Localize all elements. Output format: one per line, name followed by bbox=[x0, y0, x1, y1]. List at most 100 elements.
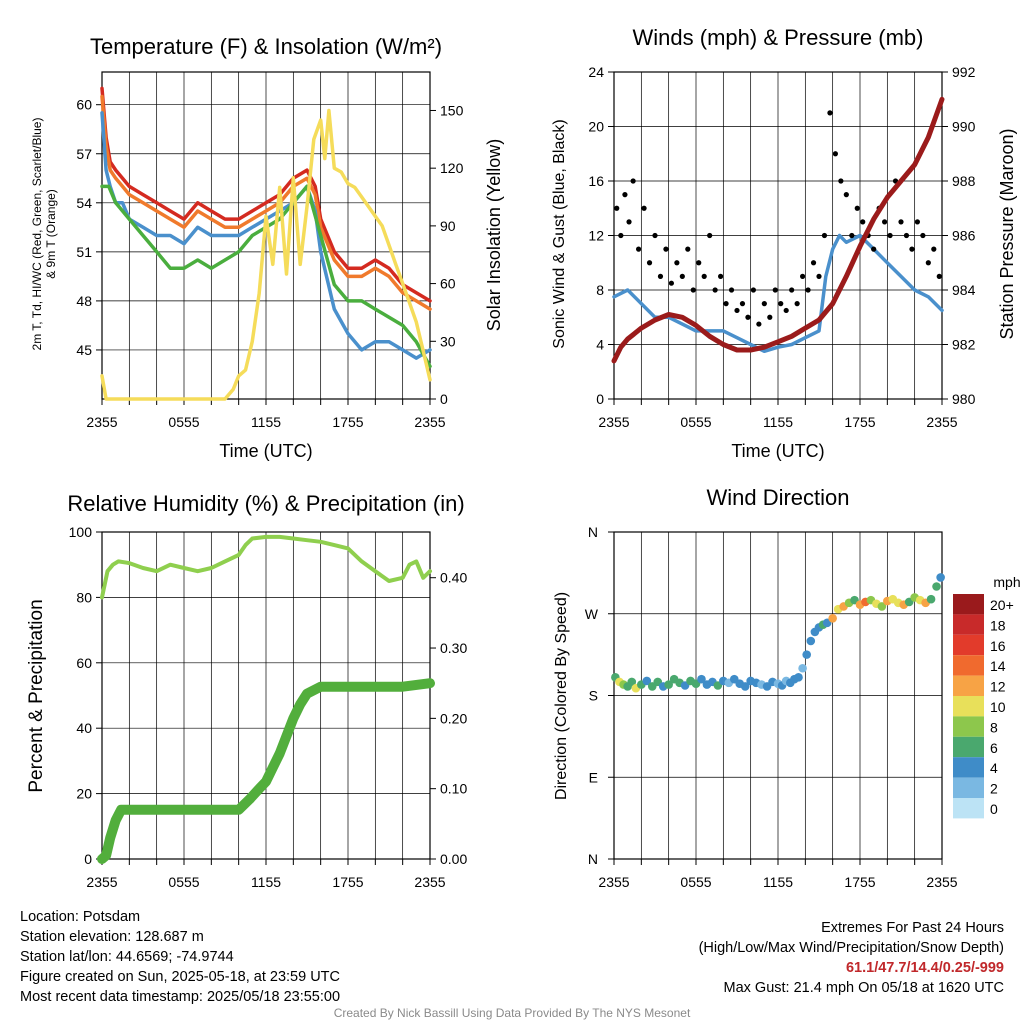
y-tick-label: 57 bbox=[76, 146, 92, 162]
station-elevation: Station elevation: 128.687 m bbox=[20, 929, 204, 945]
y-tick-label: 100 bbox=[69, 524, 93, 540]
legend-label: 16 bbox=[990, 638, 1006, 654]
gust-point bbox=[800, 273, 806, 279]
legend-swatch bbox=[953, 614, 984, 635]
legend-swatch bbox=[953, 736, 984, 758]
gust-point bbox=[925, 260, 931, 266]
y-tick-label: 12 bbox=[588, 228, 604, 244]
gust-point bbox=[931, 246, 937, 252]
gust-point bbox=[810, 260, 817, 266]
wind-direction-ylabel: Direction (Colored By Speed) bbox=[553, 592, 570, 800]
gust-point bbox=[838, 178, 844, 184]
legend-swatch bbox=[953, 634, 984, 656]
y2-tick-label: 988 bbox=[952, 173, 976, 189]
x-tick-label: 1155 bbox=[763, 874, 793, 890]
series-line-2m-t bbox=[100, 86, 432, 303]
x-tick-label: 1755 bbox=[844, 414, 875, 430]
humidity-ylabel-left: Percent & Precipitation bbox=[26, 599, 47, 792]
gust-point bbox=[920, 232, 926, 239]
legend-label: 18 bbox=[990, 617, 1006, 633]
direction-point bbox=[642, 676, 652, 686]
gust-point bbox=[701, 273, 707, 279]
x-tick-label: 1755 bbox=[332, 874, 363, 890]
series-line-precipitation bbox=[97, 678, 435, 864]
temperature-ylabel-right: Solar Insolation (Yellow) bbox=[484, 139, 504, 331]
gust-point bbox=[618, 232, 624, 239]
gust-point bbox=[712, 287, 718, 293]
winds-panel-title: Winds (mph) & Pressure (mb) bbox=[633, 25, 924, 50]
gust-point bbox=[707, 232, 713, 239]
y-tick-label: 24 bbox=[588, 64, 604, 80]
x-tick-label: 0555 bbox=[168, 874, 199, 890]
wind-direction-panel: Wind Direction Direction (Colored By Spe… bbox=[553, 485, 1021, 890]
gust-point bbox=[734, 307, 740, 314]
x-tick-label: 1755 bbox=[844, 874, 875, 890]
series-line-station-pressure bbox=[611, 96, 945, 364]
gust-point bbox=[898, 219, 904, 225]
winds-ylabel-left: Sonic Wind & Gust (Blue, Black) bbox=[551, 119, 568, 348]
temperature-panel: Temperature (F) & Insolation (W/m²) 2m T… bbox=[30, 34, 504, 461]
legend-label: 14 bbox=[990, 658, 1006, 674]
gust-point bbox=[860, 219, 866, 225]
legend-swatch bbox=[953, 594, 984, 615]
gust-point bbox=[832, 151, 839, 157]
gust-point bbox=[728, 287, 735, 293]
gust-point bbox=[685, 246, 691, 252]
direction-point bbox=[926, 594, 936, 604]
gust-point bbox=[909, 246, 915, 252]
y2-tick-label: 150 bbox=[440, 102, 464, 118]
series-line-relative-humidity bbox=[100, 534, 432, 600]
y2-tick-label: 984 bbox=[952, 282, 976, 298]
y-tick-label: 4 bbox=[596, 337, 604, 353]
x-tick-label: 2355 bbox=[86, 414, 117, 430]
x-tick-label: 1155 bbox=[251, 874, 281, 890]
y2-tick-label: 0.20 bbox=[440, 710, 467, 726]
humidity-panel: Relative Humidity (%) & Precipitation (i… bbox=[26, 491, 467, 890]
extremes-info: Extremes For Past 24 Hours (High/Low/Max… bbox=[699, 918, 1004, 998]
direction-point bbox=[936, 573, 945, 582]
gust-point bbox=[783, 307, 789, 314]
gust-point bbox=[761, 301, 767, 307]
gust-point bbox=[805, 287, 811, 293]
gust-point bbox=[641, 205, 647, 211]
temperature-panel-title: Temperature (F) & Insolation (W/m²) bbox=[90, 34, 442, 59]
max-gust: Max Gust: 21.4 mph On 05/18 at 1620 UTC bbox=[723, 980, 1004, 996]
legend-label: 6 bbox=[990, 740, 998, 756]
direction-point bbox=[697, 674, 706, 684]
direction-point bbox=[828, 613, 837, 623]
gust-point bbox=[630, 178, 636, 184]
legend-label: 20+ bbox=[990, 597, 1014, 613]
gust-point bbox=[696, 260, 702, 266]
x-tick-label: 2355 bbox=[414, 874, 445, 890]
y2-tick-label: 0.10 bbox=[440, 781, 467, 797]
extremes-title: Extremes For Past 24 Hours bbox=[821, 920, 1004, 936]
gust-point bbox=[914, 219, 921, 225]
y-tick-label: 51 bbox=[76, 244, 92, 260]
y2-tick-label: 980 bbox=[952, 391, 976, 407]
gust-point bbox=[668, 280, 675, 286]
gust-point bbox=[903, 232, 910, 239]
gust-point bbox=[739, 301, 746, 307]
gust-point bbox=[679, 273, 685, 279]
x-tick-label: 0555 bbox=[680, 414, 711, 430]
gust-point bbox=[849, 232, 855, 239]
legend-swatch bbox=[953, 675, 984, 696]
y2-tick-label: 0 bbox=[440, 391, 448, 407]
legend-label: 8 bbox=[990, 719, 998, 735]
y-tick-label: 45 bbox=[76, 342, 92, 358]
legend-label: 12 bbox=[990, 679, 1006, 695]
gust-point bbox=[854, 205, 860, 211]
temperature-ylabel-left-2: & 9m T (Orange) bbox=[44, 189, 58, 279]
legend-label: 0 bbox=[990, 801, 998, 817]
winds-panel: Winds (mph) & Pressure (mb) Sonic Wind &… bbox=[551, 25, 1017, 461]
y2-tick-label: 992 bbox=[952, 64, 976, 80]
x-tick-label: 2355 bbox=[926, 874, 957, 890]
station-latlon: Station lat/lon: 44.6569; -74.9744 bbox=[20, 949, 234, 965]
gust-point bbox=[816, 273, 822, 279]
y-tick-label: 0 bbox=[84, 851, 92, 867]
x-tick-label: 0555 bbox=[680, 874, 711, 890]
gust-point bbox=[936, 273, 942, 279]
y-tick-label: 60 bbox=[76, 97, 92, 113]
direction-point bbox=[802, 650, 811, 659]
legend-label: 10 bbox=[990, 699, 1006, 715]
